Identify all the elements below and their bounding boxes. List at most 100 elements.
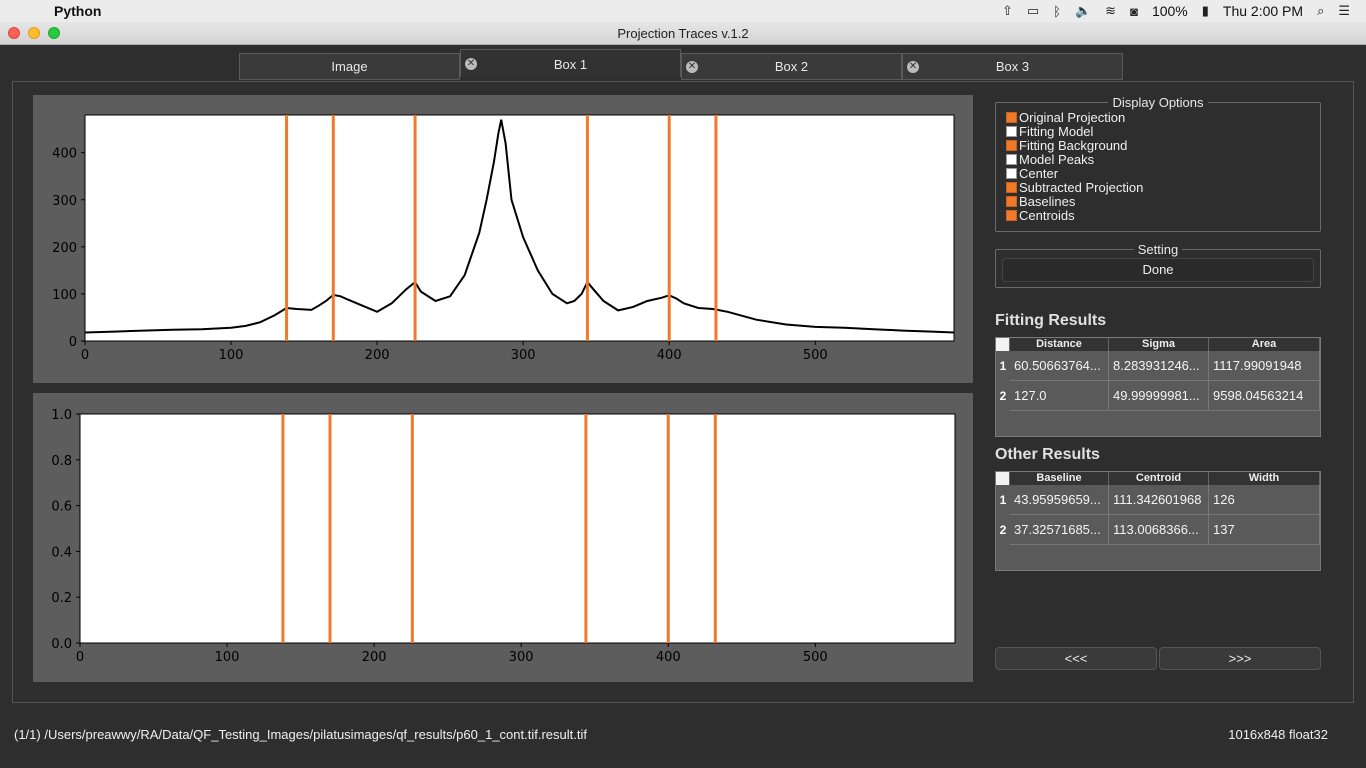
tab-label: Box 3 xyxy=(995,59,1030,74)
x-tick-label: 500 xyxy=(803,650,828,665)
table-cell[interactable]: 43.95959659... xyxy=(1010,485,1109,515)
notification-center-icon[interactable]: ☰ xyxy=(1338,3,1350,18)
option-fitting-background[interactable]: Fitting Background xyxy=(1006,139,1127,153)
row-header[interactable]: 1 xyxy=(999,493,1007,507)
battery-icon[interactable]: ▮ xyxy=(1201,3,1209,18)
fitting-results-title: Fitting Results xyxy=(995,312,1107,329)
previous-button[interactable]: <<< xyxy=(995,647,1157,670)
upload-icon[interactable]: ⇧ xyxy=(1001,3,1013,18)
y-tick-label: 0.6 xyxy=(51,500,72,515)
subtracted-plot-panel[interactable]: 0 100 200 300 400 500 0.0 0.2 0.4 0.6 0.8 1.0 xyxy=(33,393,973,682)
file-path: (1/1) /Users/preawwy/RA/Data/QF_Testing_… xyxy=(14,727,587,742)
setting-title: Setting xyxy=(1133,242,1183,257)
table-cell[interactable]: 111.342601968 xyxy=(1109,485,1209,515)
column-header-baseline[interactable]: Baseline xyxy=(1010,472,1109,485)
app-name-menu[interactable]: Python xyxy=(54,3,102,19)
y-tick-label: 0.8 xyxy=(51,454,72,469)
n-app-icon[interactable]: ◙ xyxy=(1130,3,1138,19)
tab-box-2[interactable]: ✕ Box 2 xyxy=(681,53,902,80)
select-all-corner[interactable] xyxy=(996,338,1010,351)
battery-percent[interactable]: 100% xyxy=(1151,3,1188,19)
next-button[interactable]: >>> xyxy=(1159,647,1321,670)
option-label: Center xyxy=(1019,166,1059,181)
x-tick-label: 300 xyxy=(509,650,534,665)
option-subtracted-projection[interactable]: Subtracted Projection xyxy=(1006,181,1143,195)
y-tick-label: 100 xyxy=(52,288,77,303)
menu-bar: Python ⇧ ▭ ᛒ 🔈 ≋ ◙ 100% ▮ Thu 2:00 PM ⌕ … xyxy=(0,0,1366,22)
x-tick-label: 500 xyxy=(803,348,828,363)
y-tick-label: 1.0 xyxy=(51,408,72,423)
column-header-sigma[interactable]: Sigma xyxy=(1109,338,1209,351)
tab-label: Image xyxy=(331,59,368,74)
tab-label: Box 1 xyxy=(553,57,588,72)
airplay-icon[interactable]: ▭ xyxy=(1026,3,1040,18)
option-fitting-model[interactable]: Fitting Model xyxy=(1006,125,1093,139)
other-results-table[interactable]: Baseline Centroid Width 1 43.95959659...… xyxy=(995,471,1321,571)
volume-icon[interactable]: 🔈 xyxy=(1074,3,1092,18)
select-all-corner[interactable] xyxy=(996,472,1010,485)
close-tab-icon[interactable]: ✕ xyxy=(686,61,698,73)
done-button[interactable]: Done xyxy=(1002,258,1314,282)
option-label: Fitting Model xyxy=(1019,124,1094,139)
column-header-centroid[interactable]: Centroid xyxy=(1109,472,1209,485)
row-header[interactable]: 2 xyxy=(999,389,1007,403)
table-cell[interactable]: 49.99999981... xyxy=(1109,381,1209,411)
row-header[interactable]: 2 xyxy=(999,523,1007,537)
checkbox-icon[interactable] xyxy=(1006,112,1017,123)
close-tab-icon[interactable]: ✕ xyxy=(907,61,919,73)
option-label: Original Projection xyxy=(1019,110,1126,125)
option-original-projection[interactable]: Original Projection xyxy=(1006,111,1125,125)
spotlight-search-icon[interactable]: ⌕ xyxy=(1317,3,1325,18)
y-tick-label: 300 xyxy=(52,194,77,209)
bluetooth-icon[interactable]: ᛒ xyxy=(1053,3,1061,19)
checkbox-icon[interactable] xyxy=(1006,126,1017,137)
column-header-area[interactable]: Area xyxy=(1209,338,1320,351)
y-tick-label: 200 xyxy=(52,241,77,256)
column-header-distance[interactable]: Distance xyxy=(1010,338,1109,351)
table-cell[interactable]: 127.0 xyxy=(1010,381,1109,411)
option-model-peaks[interactable]: Model Peaks xyxy=(1006,153,1094,167)
tab-bar: Image ✕ Box 1 ✕ Box 2 ✕ Box 3 xyxy=(239,49,1124,81)
option-label: Fitting Background xyxy=(1019,138,1128,153)
option-centroids[interactable]: Centroids xyxy=(1006,209,1075,223)
x-tick-label: 200 xyxy=(365,348,390,363)
subtracted-chart[interactable]: 0 100 200 300 400 500 0.0 0.2 0.4 0.6 0.8 1.0 xyxy=(33,393,973,682)
y-tick-label: 0 xyxy=(69,335,77,350)
column-header-width[interactable]: Width xyxy=(1209,472,1320,485)
y-tick-label: 0.2 xyxy=(51,591,72,606)
minimize-window-button[interactable] xyxy=(28,27,40,39)
tab-box-3[interactable]: ✕ Box 3 xyxy=(902,53,1123,80)
y-tick-label: 0.0 xyxy=(51,637,72,652)
projection-plot-panel[interactable]: 0 100 200 300 400 500 0 100 200 300 400 xyxy=(33,95,973,383)
table-cell[interactable]: 9598.04563214 xyxy=(1209,381,1320,411)
table-cell[interactable]: 37.32571685... xyxy=(1010,515,1109,545)
table-cell[interactable]: 137 xyxy=(1209,515,1320,545)
status-bar: (1/1) /Users/preawwy/RA/Data/QF_Testing_… xyxy=(0,720,1366,750)
x-tick-label: 100 xyxy=(219,348,244,363)
table-cell[interactable]: 113.0068366... xyxy=(1109,515,1209,545)
option-baselines[interactable]: Baselines xyxy=(1006,195,1075,209)
checkbox-icon[interactable] xyxy=(1006,154,1017,165)
row-header[interactable]: 1 xyxy=(999,359,1007,373)
y-tick-label: 0.4 xyxy=(51,545,72,560)
checkbox-icon[interactable] xyxy=(1006,196,1017,207)
x-tick-label: 100 xyxy=(215,650,240,665)
fitting-results-table[interactable]: Distance Sigma Area 1 60.50663764... 8.2… xyxy=(995,337,1321,437)
maximize-window-button[interactable] xyxy=(48,27,60,39)
checkbox-icon[interactable] xyxy=(1006,168,1017,179)
tab-box-1[interactable]: ✕ Box 1 xyxy=(460,49,681,77)
table-cell[interactable]: 60.50663764... xyxy=(1010,351,1109,381)
clock[interactable]: Thu 2:00 PM xyxy=(1222,3,1304,19)
close-window-button[interactable] xyxy=(8,27,20,39)
checkbox-icon[interactable] xyxy=(1006,140,1017,151)
checkbox-icon[interactable] xyxy=(1006,182,1017,193)
projection-chart[interactable]: 0 100 200 300 400 500 0 100 200 300 400 xyxy=(33,95,973,383)
wifi-icon[interactable]: ≋ xyxy=(1105,3,1117,18)
table-cell[interactable]: 8.283931246... xyxy=(1109,351,1209,381)
table-cell[interactable]: 126 xyxy=(1209,485,1320,515)
table-cell[interactable]: 1117.99091948 xyxy=(1209,351,1320,381)
option-center[interactable]: Center xyxy=(1006,167,1058,181)
tab-image[interactable]: Image xyxy=(239,53,460,80)
close-tab-icon[interactable]: ✕ xyxy=(465,58,477,70)
checkbox-icon[interactable] xyxy=(1006,210,1017,221)
